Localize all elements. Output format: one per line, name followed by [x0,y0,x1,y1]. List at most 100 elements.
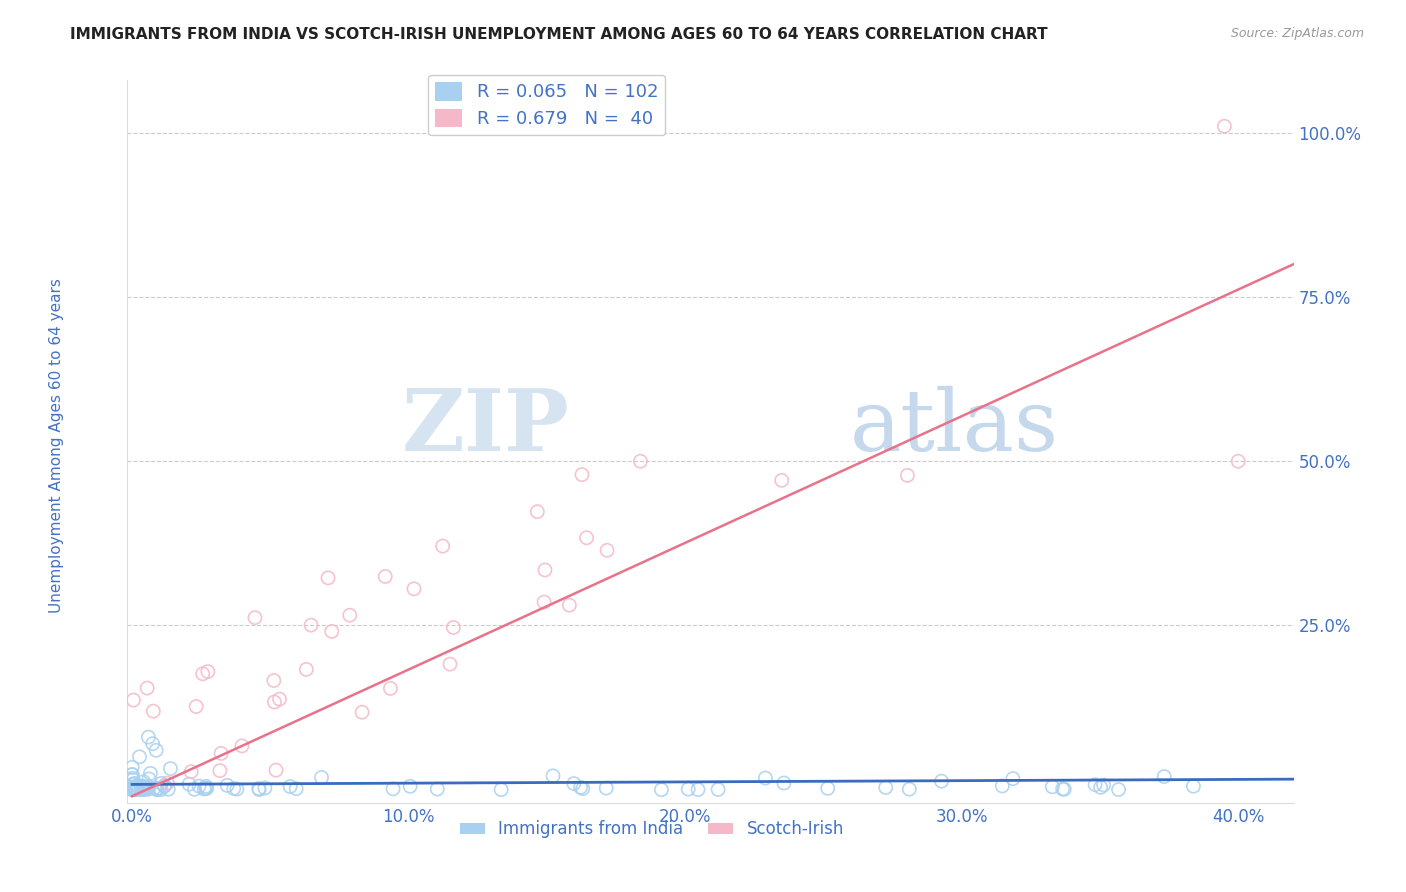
Point [127,781,149,796]
Point [253,780,276,795]
Point [754,771,776,785]
Point [817,781,839,796]
Point [124,777,146,791]
Point [121,760,143,774]
Point [125,782,148,797]
Point [132,782,155,797]
Point [1213,120,1236,134]
Point [269,692,291,706]
Point [1153,770,1175,784]
Point [124,782,146,797]
Point [193,781,215,796]
Point [121,771,143,785]
Point [122,772,145,787]
Point [122,781,145,796]
Point [432,539,454,553]
Point [707,782,730,797]
Point [541,769,564,783]
Text: Unemployment Among Ages 60 to 64 years: Unemployment Among Ages 60 to 64 years [49,278,63,614]
Point [136,782,159,797]
Point [153,779,176,793]
Point [1001,772,1024,786]
Point [136,781,159,796]
Point [1040,780,1063,794]
Point [134,781,156,796]
Point [208,764,231,778]
Point [571,467,593,482]
Point [121,781,143,796]
Point [145,782,167,797]
Point [1084,778,1107,792]
Point [575,531,598,545]
Point [773,776,796,790]
Point [132,780,155,794]
Text: Source: ZipAtlas.com: Source: ZipAtlas.com [1230,27,1364,40]
Point [121,777,143,791]
Point [146,782,169,797]
Point [121,782,143,797]
Point [1053,782,1076,797]
Point [121,767,143,781]
Point [898,782,921,797]
Point [380,681,402,696]
Point [122,776,145,790]
Point [247,782,270,797]
Point [650,782,672,797]
Point [991,779,1014,793]
Point [285,781,308,796]
Point [231,739,253,753]
Point [121,781,143,796]
Point [180,764,202,779]
Point [179,777,201,791]
Point [896,468,918,483]
Point [145,743,167,757]
Point [197,665,219,679]
Point [402,582,425,596]
Point [222,781,245,796]
Point [441,620,464,634]
Point [562,776,585,790]
Point [875,780,897,795]
Point [1052,782,1074,797]
Point [122,781,145,796]
Point [278,780,301,794]
Point [686,782,709,797]
Point [149,782,172,797]
Point [558,598,581,612]
Point [295,662,318,676]
Point [321,624,343,639]
Point [247,781,270,796]
Point [1227,454,1250,468]
Point [138,772,160,786]
Point [569,780,592,795]
Text: ZIP: ZIP [402,385,569,469]
Point [195,781,218,796]
Point [186,699,208,714]
Point [136,681,159,695]
Point [127,779,149,793]
Point [316,571,339,585]
Point [122,693,145,707]
Point [1108,782,1130,797]
Point [132,774,155,789]
Point [311,771,333,785]
Point [1182,779,1205,793]
Point [129,782,152,797]
Point [157,782,180,797]
Point [572,781,595,796]
Point [131,780,153,794]
Point [135,781,157,796]
Point [188,779,211,793]
Point [770,473,793,487]
Point [128,749,150,764]
Point [150,776,173,790]
Point [195,780,218,794]
Point [138,780,160,794]
Point [121,782,143,797]
Point [122,782,145,797]
Point [526,505,548,519]
Point [217,778,239,792]
Point [243,610,266,624]
Point [382,781,405,796]
Point [121,782,143,797]
